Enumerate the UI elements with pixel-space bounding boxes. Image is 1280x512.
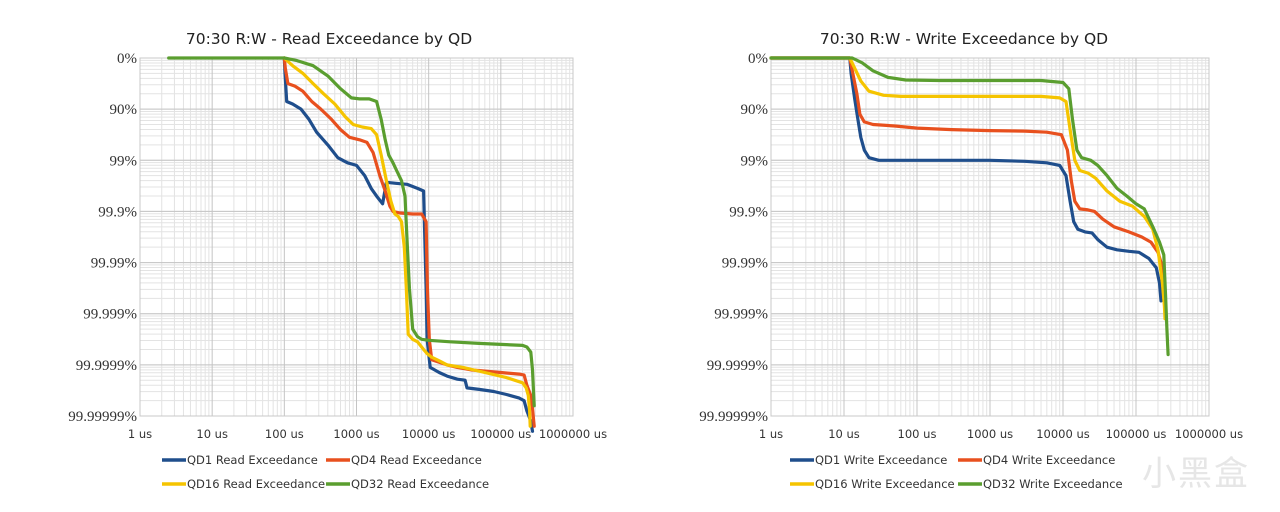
series-line-qd16-read-exceedance xyxy=(282,56,532,428)
y-tick-label: 99.9% xyxy=(98,204,137,220)
x-tick-label: 1000000 us xyxy=(539,427,607,441)
read-exceedance-chart: 70:30 R:W - Read Exceedance by QD 0% 90% 9… xyxy=(68,30,607,491)
legend-item: QD1 Read Exceedance xyxy=(162,453,318,467)
x-tick-label: 1000000 us xyxy=(1175,427,1243,441)
y-tick-label: 99.99% xyxy=(722,256,768,272)
y-tick-label: 90% xyxy=(110,102,138,118)
legend-item: QD32 Write Exceedance xyxy=(958,477,1123,491)
x-tick-label: 1000 us xyxy=(967,427,1013,441)
y-axis-ticks: 0% 90% 99% 99.9% 99.99% 99.999% 99.9999% 99.999… xyxy=(68,51,137,425)
legend-label: QD32 Read Exceedance xyxy=(351,477,489,491)
y-tick-label: 0% xyxy=(748,51,768,67)
legend-label: QD4 Read Exceedance xyxy=(351,453,482,467)
series-line-qd32-read-exceedance xyxy=(167,56,536,408)
legend-label: QD32 Write Exceedance xyxy=(983,477,1123,491)
x-tick-label: 100 us xyxy=(898,427,937,441)
legend-label: QD1 Write Exceedance xyxy=(815,453,947,467)
x-tick-label: 100000 us xyxy=(1106,427,1167,441)
y-tick-label: 99.99999% xyxy=(68,409,137,425)
legend-item: QD32 Read Exceedance xyxy=(326,477,489,491)
series-lines xyxy=(769,56,1170,357)
x-axis-ticks: 1 us 10 us 100 us 1000 us 10000 us 100000 us 1… xyxy=(759,427,1243,441)
write-exceedance-svg: 70:30 R:W - Write Exceedance by QD 0% 90%… xyxy=(699,30,1243,491)
x-tick-label: 100000 us xyxy=(470,427,531,441)
x-axis-ticks: 1 us 10 us 100 us 1000 us 10000 us 100000 us 1… xyxy=(128,427,607,441)
legend-label: QD1 Read Exceedance xyxy=(187,453,318,467)
legend-item: QD16 Write Exceedance xyxy=(790,477,955,491)
x-tick-label: 1 us xyxy=(128,427,152,441)
y-axis-ticks: 0% 90% 99% 99.9% 99.99% 99.999% 99.9999% 99.999… xyxy=(699,51,768,425)
y-tick-label: 99.9999% xyxy=(76,358,137,374)
plot-area xyxy=(770,57,1210,417)
series-line-qd32-write-exceedance xyxy=(769,56,1170,357)
y-tick-label: 90% xyxy=(741,102,769,118)
y-tick-label: 99.99999% xyxy=(699,409,768,425)
series-line-qd4-write-exceedance xyxy=(769,56,1167,300)
watermark-logo: 小黑盒 xyxy=(1142,454,1250,494)
legend: QD1 Write Exceedance QD4 Write Exceedance… xyxy=(790,453,1123,491)
legend: QD1 Read Exceedance QD4 Read Exceedance QD… xyxy=(162,453,489,491)
x-tick-label: 10 us xyxy=(196,427,228,441)
series-line-qd4-read-exceedance xyxy=(282,56,536,428)
legend-label: QD16 Write Exceedance xyxy=(815,477,955,491)
legend-item: QD16 Read Exceedance xyxy=(162,477,325,491)
y-tick-label: 0% xyxy=(117,51,137,67)
legend-label: QD4 Write Exceedance xyxy=(983,453,1115,467)
legend-item: QD1 Write Exceedance xyxy=(790,453,947,467)
read-exceedance-svg: 70:30 R:W - Read Exceedance by QD 0% 90% 9… xyxy=(68,30,607,491)
plot-area xyxy=(139,57,574,417)
x-tick-label: 100 us xyxy=(265,427,304,441)
legend-item: QD4 Write Exceedance xyxy=(958,453,1115,467)
y-tick-label: 99.99% xyxy=(91,256,137,272)
series-line-qd1-write-exceedance xyxy=(769,56,1163,303)
chart-title: 70:30 R:W - Read Exceedance by QD xyxy=(186,30,472,48)
y-tick-label: 99.999% xyxy=(83,307,137,323)
x-tick-label: 1 us xyxy=(759,427,783,441)
x-tick-label: 10 us xyxy=(828,427,860,441)
y-tick-label: 99.9999% xyxy=(707,358,768,374)
y-tick-label: 99.9% xyxy=(729,204,768,220)
series-lines xyxy=(167,56,536,433)
write-exceedance-chart: 70:30 R:W - Write Exceedance by QD 0% 90%… xyxy=(640,0,1280,512)
x-tick-label: 10000 us xyxy=(402,427,456,441)
x-tick-label: 10000 us xyxy=(1036,427,1090,441)
x-tick-label: 1000 us xyxy=(333,427,379,441)
y-tick-label: 99% xyxy=(110,153,138,169)
legend-item: QD4 Read Exceedance xyxy=(326,453,482,467)
legend-label: QD16 Read Exceedance xyxy=(187,477,325,491)
y-tick-label: 99% xyxy=(741,153,769,169)
series-line-qd1-read-exceedance xyxy=(282,56,535,433)
y-tick-label: 99.999% xyxy=(714,307,768,323)
chart-title: 70:30 R:W - Write Exceedance by QD xyxy=(820,30,1108,48)
